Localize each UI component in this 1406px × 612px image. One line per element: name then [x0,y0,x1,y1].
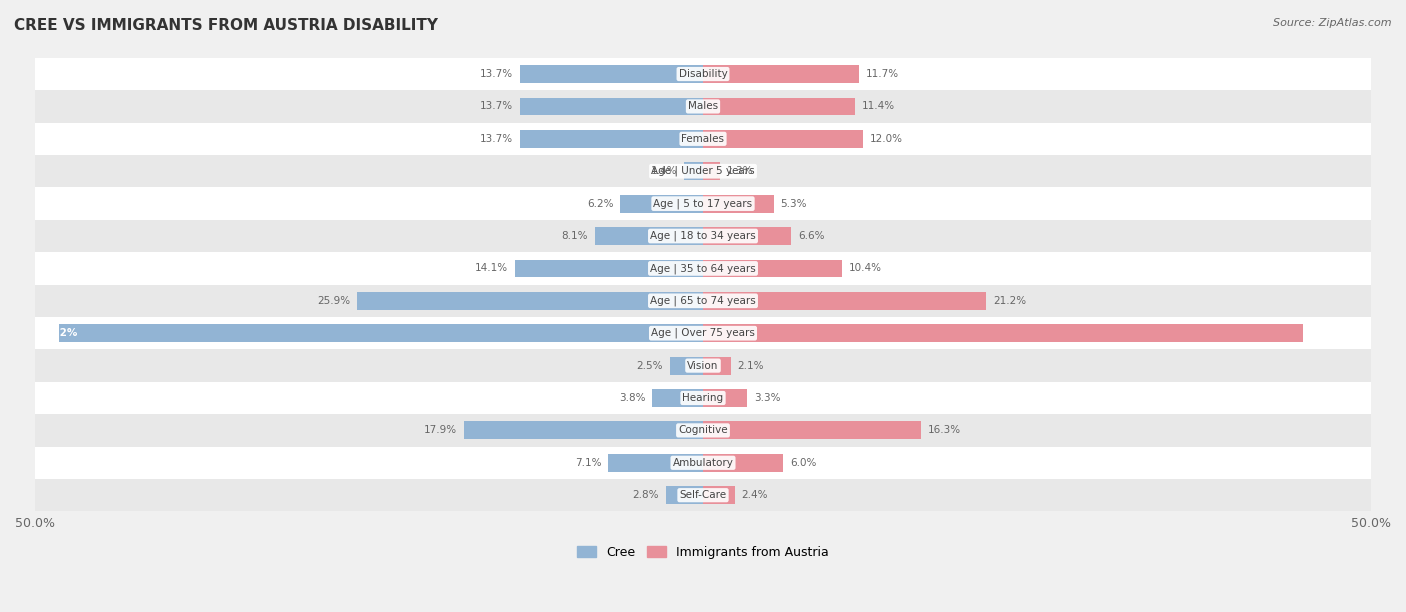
Bar [703,389,747,407]
Bar [703,130,863,147]
Bar [515,259,703,277]
Text: 13.7%: 13.7% [481,134,513,144]
Text: 2.8%: 2.8% [633,490,659,500]
Text: Age | 18 to 34 years: Age | 18 to 34 years [650,231,756,241]
Text: Source: ZipAtlas.com: Source: ZipAtlas.com [1274,18,1392,28]
Bar [595,227,703,245]
Text: 6.6%: 6.6% [797,231,824,241]
Bar [35,414,1371,447]
Bar [703,162,720,180]
Bar [35,220,1371,252]
Text: 1.4%: 1.4% [651,166,678,176]
Text: 7.1%: 7.1% [575,458,602,468]
Text: 2.5%: 2.5% [637,360,662,371]
Text: Age | Over 75 years: Age | Over 75 years [651,328,755,338]
Text: 3.8%: 3.8% [619,393,645,403]
Bar [35,90,1371,122]
Legend: Cree, Immigrants from Austria: Cree, Immigrants from Austria [572,541,834,564]
Text: 17.9%: 17.9% [425,425,457,435]
Text: 25.9%: 25.9% [318,296,350,306]
Text: 48.2%: 48.2% [42,328,79,338]
Text: Cognitive: Cognitive [678,425,728,435]
Bar [703,227,792,245]
Text: Age | 35 to 64 years: Age | 35 to 64 years [650,263,756,274]
Text: 14.1%: 14.1% [475,263,508,274]
Bar [703,97,855,115]
Text: Self-Care: Self-Care [679,490,727,500]
Text: Males: Males [688,102,718,111]
Bar [703,195,773,212]
Text: 6.0%: 6.0% [790,458,817,468]
Text: 3.3%: 3.3% [754,393,780,403]
Bar [357,292,703,310]
Bar [620,195,703,212]
Text: Disability: Disability [679,69,727,79]
Bar [59,324,703,342]
Bar [609,454,703,472]
Bar [35,155,1371,187]
Text: Ambulatory: Ambulatory [672,458,734,468]
Bar [35,479,1371,512]
Bar [685,162,703,180]
Text: 2.1%: 2.1% [738,360,765,371]
Bar [703,259,842,277]
Text: Age | 5 to 17 years: Age | 5 to 17 years [654,198,752,209]
Text: CREE VS IMMIGRANTS FROM AUSTRIA DISABILITY: CREE VS IMMIGRANTS FROM AUSTRIA DISABILI… [14,18,439,34]
Bar [520,97,703,115]
Text: 6.2%: 6.2% [586,199,613,209]
Text: 11.4%: 11.4% [862,102,896,111]
Bar [35,58,1371,90]
Text: Hearing: Hearing [682,393,724,403]
Text: 1.3%: 1.3% [727,166,754,176]
Bar [35,285,1371,317]
Bar [35,122,1371,155]
Bar [703,454,783,472]
Bar [703,65,859,83]
Bar [35,187,1371,220]
Bar [703,357,731,375]
Bar [703,324,1303,342]
Text: 44.9%: 44.9% [1327,328,1364,338]
Text: Females: Females [682,134,724,144]
Text: Age | 65 to 74 years: Age | 65 to 74 years [650,296,756,306]
Bar [703,487,735,504]
Bar [35,382,1371,414]
Text: 11.7%: 11.7% [866,69,898,79]
Bar [665,487,703,504]
Bar [35,317,1371,349]
Bar [35,349,1371,382]
Text: 12.0%: 12.0% [870,134,903,144]
Bar [703,292,986,310]
Bar [35,252,1371,285]
Text: 13.7%: 13.7% [481,69,513,79]
Text: 2.4%: 2.4% [742,490,768,500]
Text: 13.7%: 13.7% [481,102,513,111]
Bar [520,130,703,147]
Text: 21.2%: 21.2% [993,296,1026,306]
Bar [35,447,1371,479]
Bar [703,422,921,439]
Text: 16.3%: 16.3% [928,425,960,435]
Text: Age | Under 5 years: Age | Under 5 years [651,166,755,176]
Bar [464,422,703,439]
Text: Vision: Vision [688,360,718,371]
Text: 5.3%: 5.3% [780,199,807,209]
Text: 8.1%: 8.1% [561,231,588,241]
Text: 10.4%: 10.4% [849,263,882,274]
Bar [669,357,703,375]
Bar [520,65,703,83]
Bar [652,389,703,407]
